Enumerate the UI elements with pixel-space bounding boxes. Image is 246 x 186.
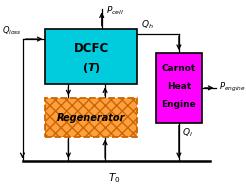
Text: $T_0$: $T_0$ [108,171,121,185]
Text: Carnot: Carnot [162,64,196,73]
Text: $Q_{loss}$: $Q_{loss}$ [2,25,21,37]
Text: $\boldsymbol{(T)}$: $\boldsymbol{(T)}$ [82,61,101,75]
FancyBboxPatch shape [156,53,202,123]
Text: Heat: Heat [167,82,191,91]
Text: $P_{engine}$: $P_{engine}$ [218,81,245,94]
Text: Engine: Engine [162,100,196,109]
FancyBboxPatch shape [46,98,137,137]
Text: $P_{cell}$: $P_{cell}$ [106,5,124,17]
FancyBboxPatch shape [46,29,137,84]
Text: $Q_l$: $Q_l$ [182,126,193,139]
Text: $Q_h$: $Q_h$ [141,19,154,31]
Text: Regenerator: Regenerator [57,113,125,123]
Text: DCFC: DCFC [74,42,109,55]
